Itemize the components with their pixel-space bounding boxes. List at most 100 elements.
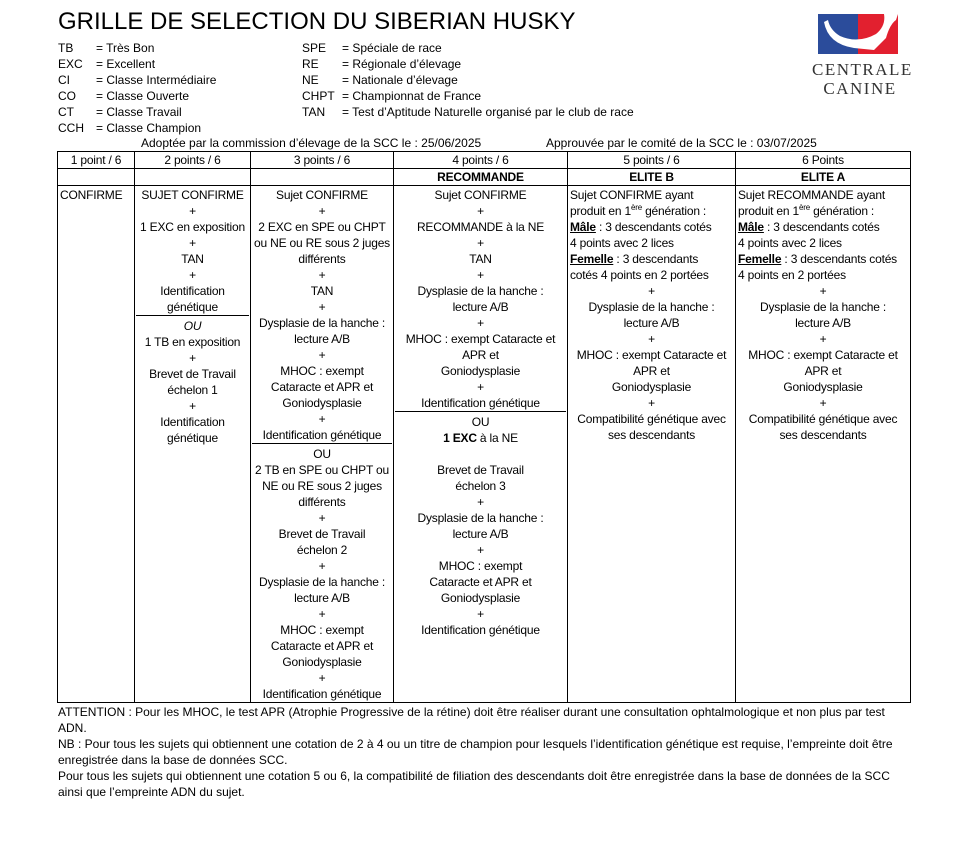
criteria-text: lecture A/B bbox=[294, 591, 350, 605]
criteria-line: lecture A/B bbox=[253, 331, 391, 347]
criteria-line: + bbox=[396, 542, 565, 558]
criteria-text: : 3 descendants cotés bbox=[763, 220, 880, 234]
criteria-line: échelon 2 bbox=[253, 542, 391, 558]
criteria-text: différents bbox=[298, 252, 346, 266]
criteria-line: CONFIRME bbox=[60, 187, 132, 203]
criteria-line: lecture A/B bbox=[570, 315, 733, 331]
criteria-line: SUJET CONFIRME bbox=[137, 187, 248, 203]
criteria-line: Goniodysplasie bbox=[253, 395, 391, 411]
criteria-line: 2 EXC en SPE ou CHPT bbox=[253, 219, 391, 235]
column-header: 1 point / 6 bbox=[57, 151, 135, 169]
sex-label: Femelle bbox=[570, 252, 614, 266]
abbreviation-legend-right: SPE = Spéciale de race RE = Régionale d’éle… bbox=[302, 40, 634, 120]
criteria-text: OU bbox=[313, 447, 331, 461]
legend-definition: = Championnat de France bbox=[342, 89, 482, 103]
criteria-line: TAN bbox=[137, 251, 248, 267]
criteria-line: génétique bbox=[137, 430, 248, 446]
criteria-text: TAN bbox=[469, 252, 492, 266]
criteria-line: MHOC : exempt bbox=[396, 558, 565, 574]
criteria-text: 1 TB en exposition bbox=[144, 335, 241, 349]
criteria-text: APR et bbox=[462, 348, 499, 362]
criteria-line: + bbox=[396, 203, 565, 219]
criteria-text: Goniodysplasie bbox=[282, 655, 362, 669]
criteria-line: + bbox=[396, 235, 565, 251]
criteria-text: + bbox=[477, 607, 484, 621]
column-header: 2 points / 6 bbox=[134, 151, 251, 169]
criteria-line: Mâle : 3 descendants cotés bbox=[570, 219, 733, 235]
column-subheader: ELITE B bbox=[567, 168, 736, 186]
criteria-text: Sujet CONFIRME bbox=[434, 188, 527, 202]
criteria-text: TAN bbox=[310, 284, 334, 298]
criteria-text: SUJET CONFIRME bbox=[141, 188, 244, 202]
criteria-cell: CONFIRME bbox=[57, 185, 135, 703]
criteria-line: lecture A/B bbox=[738, 315, 908, 331]
criteria-text: Identification génétique bbox=[262, 428, 382, 442]
criteria-text: Brevet de Travail bbox=[437, 463, 524, 477]
legend-abbr: TB bbox=[58, 41, 74, 55]
criteria-line: Dysplasie de la hanche : bbox=[396, 283, 565, 299]
criteria-line: Dysplasie de la hanche : bbox=[396, 510, 565, 526]
criteria-text: génétique bbox=[167, 431, 218, 445]
criteria-line: OU bbox=[253, 446, 391, 462]
criteria-line: + bbox=[253, 347, 391, 363]
bold-text: 1 EXC bbox=[443, 431, 477, 445]
approval-date: Approuvée par le comité de la SCC le : 0… bbox=[546, 136, 817, 150]
legend-entry: CHPT = Championnat de France bbox=[302, 88, 634, 104]
criteria-text: MHOC : exempt Cataracte et bbox=[405, 332, 556, 346]
legend-entry: RE = Régionale d’élevage bbox=[302, 56, 634, 72]
legend-entry: CO = Classe Ouverte bbox=[58, 88, 216, 104]
abbreviation-legend-left: TB = Très Bon EXC = Excellent CI = Classe Int… bbox=[58, 40, 216, 136]
criteria-line: + bbox=[396, 494, 565, 510]
criteria-text: + bbox=[318, 511, 326, 525]
criteria-text: Cataracte et APR et bbox=[270, 380, 374, 394]
criteria-line: + bbox=[253, 670, 391, 686]
criteria-line bbox=[396, 446, 565, 462]
logo-text-line2: CANINE bbox=[823, 79, 897, 98]
criteria-text: : 3 descendants cotés bbox=[595, 220, 712, 234]
criteria-text: produit en 1 bbox=[570, 204, 631, 218]
criteria-line: Dysplasie de la hanche : bbox=[253, 574, 391, 590]
criteria-line: + bbox=[253, 510, 391, 526]
criteria-text: + bbox=[477, 316, 484, 330]
criteria-text: ou NE ou RE sous 2 juges bbox=[254, 236, 390, 250]
criteria-text: Dysplasie de la hanche : bbox=[259, 575, 385, 589]
legend-definition: = Régionale d’élevage bbox=[342, 57, 462, 71]
legend-definition: = Spéciale de race bbox=[342, 41, 442, 55]
criteria-line: 1 EXC à la NE bbox=[396, 430, 565, 446]
legend-abbr: CI bbox=[58, 73, 70, 87]
page-title: GRILLE DE SELECTION DU SIBERIAN HUSKY bbox=[58, 8, 576, 35]
criteria-line: Identification génétique bbox=[395, 395, 566, 412]
criteria-line: + bbox=[137, 203, 248, 219]
criteria-line: ses descendants bbox=[570, 427, 733, 443]
column-header: 3 points / 6 bbox=[250, 151, 394, 169]
criteria-text: génétique bbox=[167, 300, 218, 314]
criteria-text: produit en 1 bbox=[738, 204, 799, 218]
criteria-text: Dysplasie de la hanche : bbox=[588, 300, 715, 314]
criteria-line: Sujet RECOMMANDE ayant bbox=[738, 187, 908, 203]
criteria-text: lecture A/B bbox=[452, 527, 509, 541]
criteria-text: génération : bbox=[641, 204, 707, 218]
criteria-line: 2 TB en SPE ou CHPT ou bbox=[253, 462, 391, 478]
criteria-text: + bbox=[189, 351, 196, 365]
legend-abbr: CHPT bbox=[302, 89, 335, 103]
column-subheader bbox=[57, 168, 135, 186]
criteria-line: + bbox=[396, 267, 565, 283]
criteria-text: + bbox=[648, 284, 655, 298]
criteria-line: génétique bbox=[136, 299, 249, 316]
criteria-text: + bbox=[477, 380, 484, 394]
criteria-text: échelon 3 bbox=[455, 479, 506, 493]
criteria-text: + bbox=[189, 268, 196, 282]
column-subheader bbox=[250, 168, 394, 186]
criteria-text: 4 points en 2 portées bbox=[738, 268, 846, 282]
criteria-line: produit en 1ère génération : bbox=[738, 203, 908, 219]
column-subheader bbox=[134, 168, 251, 186]
criteria-line: lecture A/B bbox=[253, 590, 391, 606]
criteria-text: 2 TB en SPE ou CHPT ou bbox=[255, 463, 389, 477]
criteria-line: NE ou RE sous 2 juges bbox=[253, 478, 391, 494]
criteria-text: MHOC : exempt bbox=[280, 364, 364, 378]
criteria-text: + bbox=[648, 396, 655, 410]
legend-definition: = Très Bon bbox=[96, 41, 155, 55]
criteria-line: TAN bbox=[396, 251, 565, 267]
